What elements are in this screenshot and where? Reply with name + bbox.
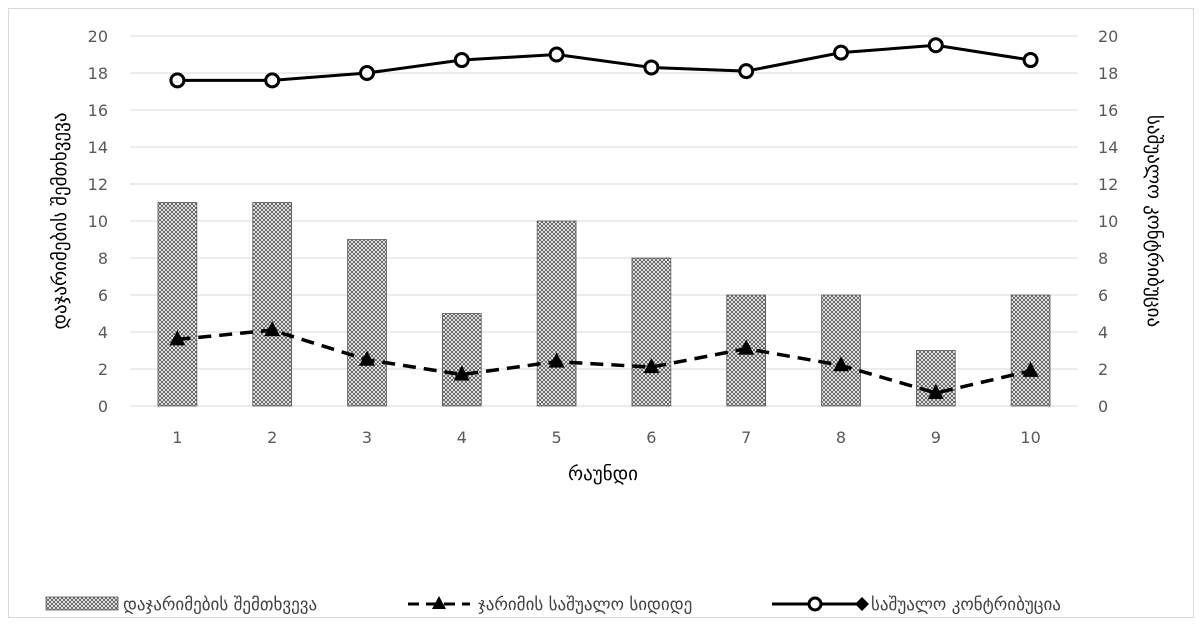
right-y-axis-title: საშუალო კონტრიბუცია [1143, 115, 1165, 327]
x-tick-label: 4 [457, 428, 467, 447]
circle-marker [453, 52, 470, 69]
x-tick-label: 1 [172, 428, 182, 447]
legend-circle-marker [807, 596, 823, 612]
right-tick-label: 18 [1098, 64, 1118, 83]
bar [536, 220, 577, 407]
right-tick-label: 2 [1098, 360, 1108, 379]
solid-series-line [177, 43, 1031, 82]
circle-marker [643, 59, 660, 76]
legend: დაჯარიმების შემთხვევა ჯარიმის საშუალო სი… [45, 595, 1061, 615]
legend-diamond-marker [855, 597, 869, 611]
triangle-marker [738, 339, 755, 355]
circle-marker [169, 72, 186, 89]
triangle-marker [833, 356, 849, 372]
left-tick-label: 6 [98, 286, 108, 305]
legend-label-solid-line: საშუალო კონტრიბუცია [871, 595, 1061, 615]
bar [252, 202, 293, 407]
right-tick-label: 0 [1098, 397, 1108, 416]
x-tick-label: 6 [646, 428, 656, 447]
dashed-series-line [177, 328, 1031, 395]
right-tick-label: 16 [1098, 101, 1118, 120]
left-tick-label: 0 [98, 397, 108, 416]
x-tick-label: 3 [362, 428, 372, 447]
triangle-marker [927, 384, 944, 400]
circle-marker [1022, 52, 1039, 69]
circle-marker [927, 37, 944, 54]
right-tick-label: 6 [1098, 286, 1108, 305]
left-tick-label: 12 [88, 175, 108, 194]
x-axis-ticks: 1 2 3 4 5 6 7 8 9 10 [172, 428, 1040, 447]
x-tick-label: 2 [267, 428, 277, 447]
right-tick-label: 10 [1098, 212, 1118, 231]
left-tick-label: 8 [98, 249, 108, 268]
left-axis-ticks: 0 2 4 6 8 10 12 14 16 18 20 [88, 27, 108, 416]
bar [441, 313, 482, 407]
left-tick-label: 18 [88, 64, 108, 83]
bar [1010, 294, 1051, 407]
x-tick-label: 5 [552, 428, 562, 447]
triangle-marker [1022, 361, 1039, 377]
x-axis-title: რაუნდი [568, 463, 638, 485]
right-tick-label: 20 [1098, 27, 1118, 46]
left-tick-label: 4 [98, 323, 108, 342]
legend-label-dashed-line: ჯარიმის საშუალო სიდიდე [478, 595, 692, 615]
right-axis-ticks: 0 2 4 6 8 10 12 14 16 18 20 [1098, 27, 1118, 416]
legend-swatch-bar [45, 596, 119, 611]
bar [347, 239, 387, 407]
triangle-marker [359, 350, 375, 366]
bar [821, 294, 861, 407]
bar [157, 202, 198, 407]
bars [157, 202, 1051, 407]
line-series [169, 37, 1039, 400]
circle-marker [738, 63, 755, 80]
right-tick-label: 4 [1098, 323, 1108, 342]
left-tick-label: 16 [88, 101, 108, 120]
circle-marker [548, 46, 565, 63]
legend-triangle-marker [432, 596, 446, 609]
triangle-marker [453, 365, 470, 381]
bar [631, 257, 672, 407]
circle-marker [359, 65, 375, 81]
x-tick-label: 8 [836, 428, 846, 447]
left-tick-label: 20 [88, 27, 108, 46]
right-tick-label: 12 [1098, 175, 1118, 194]
right-tick-label: 8 [1098, 249, 1108, 268]
left-y-axis-title: დაჯარიმების შემთხვევა [49, 113, 71, 330]
triangle-marker [548, 352, 565, 368]
triangle-marker [169, 330, 186, 346]
x-tick-label: 7 [741, 428, 751, 447]
left-tick-label: 2 [98, 360, 108, 379]
x-tick-label: 10 [1020, 428, 1040, 447]
left-tick-label: 10 [88, 212, 108, 231]
right-tick-label: 14 [1098, 138, 1118, 157]
legend-label-bar: დაჯარიმების შემთხვევა [123, 595, 317, 615]
triangle-marker [264, 321, 281, 337]
triangle-marker [643, 358, 660, 374]
circle-marker [264, 72, 281, 89]
x-tick-label: 9 [931, 428, 941, 447]
circle-marker [833, 44, 849, 61]
left-tick-label: 14 [88, 138, 108, 157]
